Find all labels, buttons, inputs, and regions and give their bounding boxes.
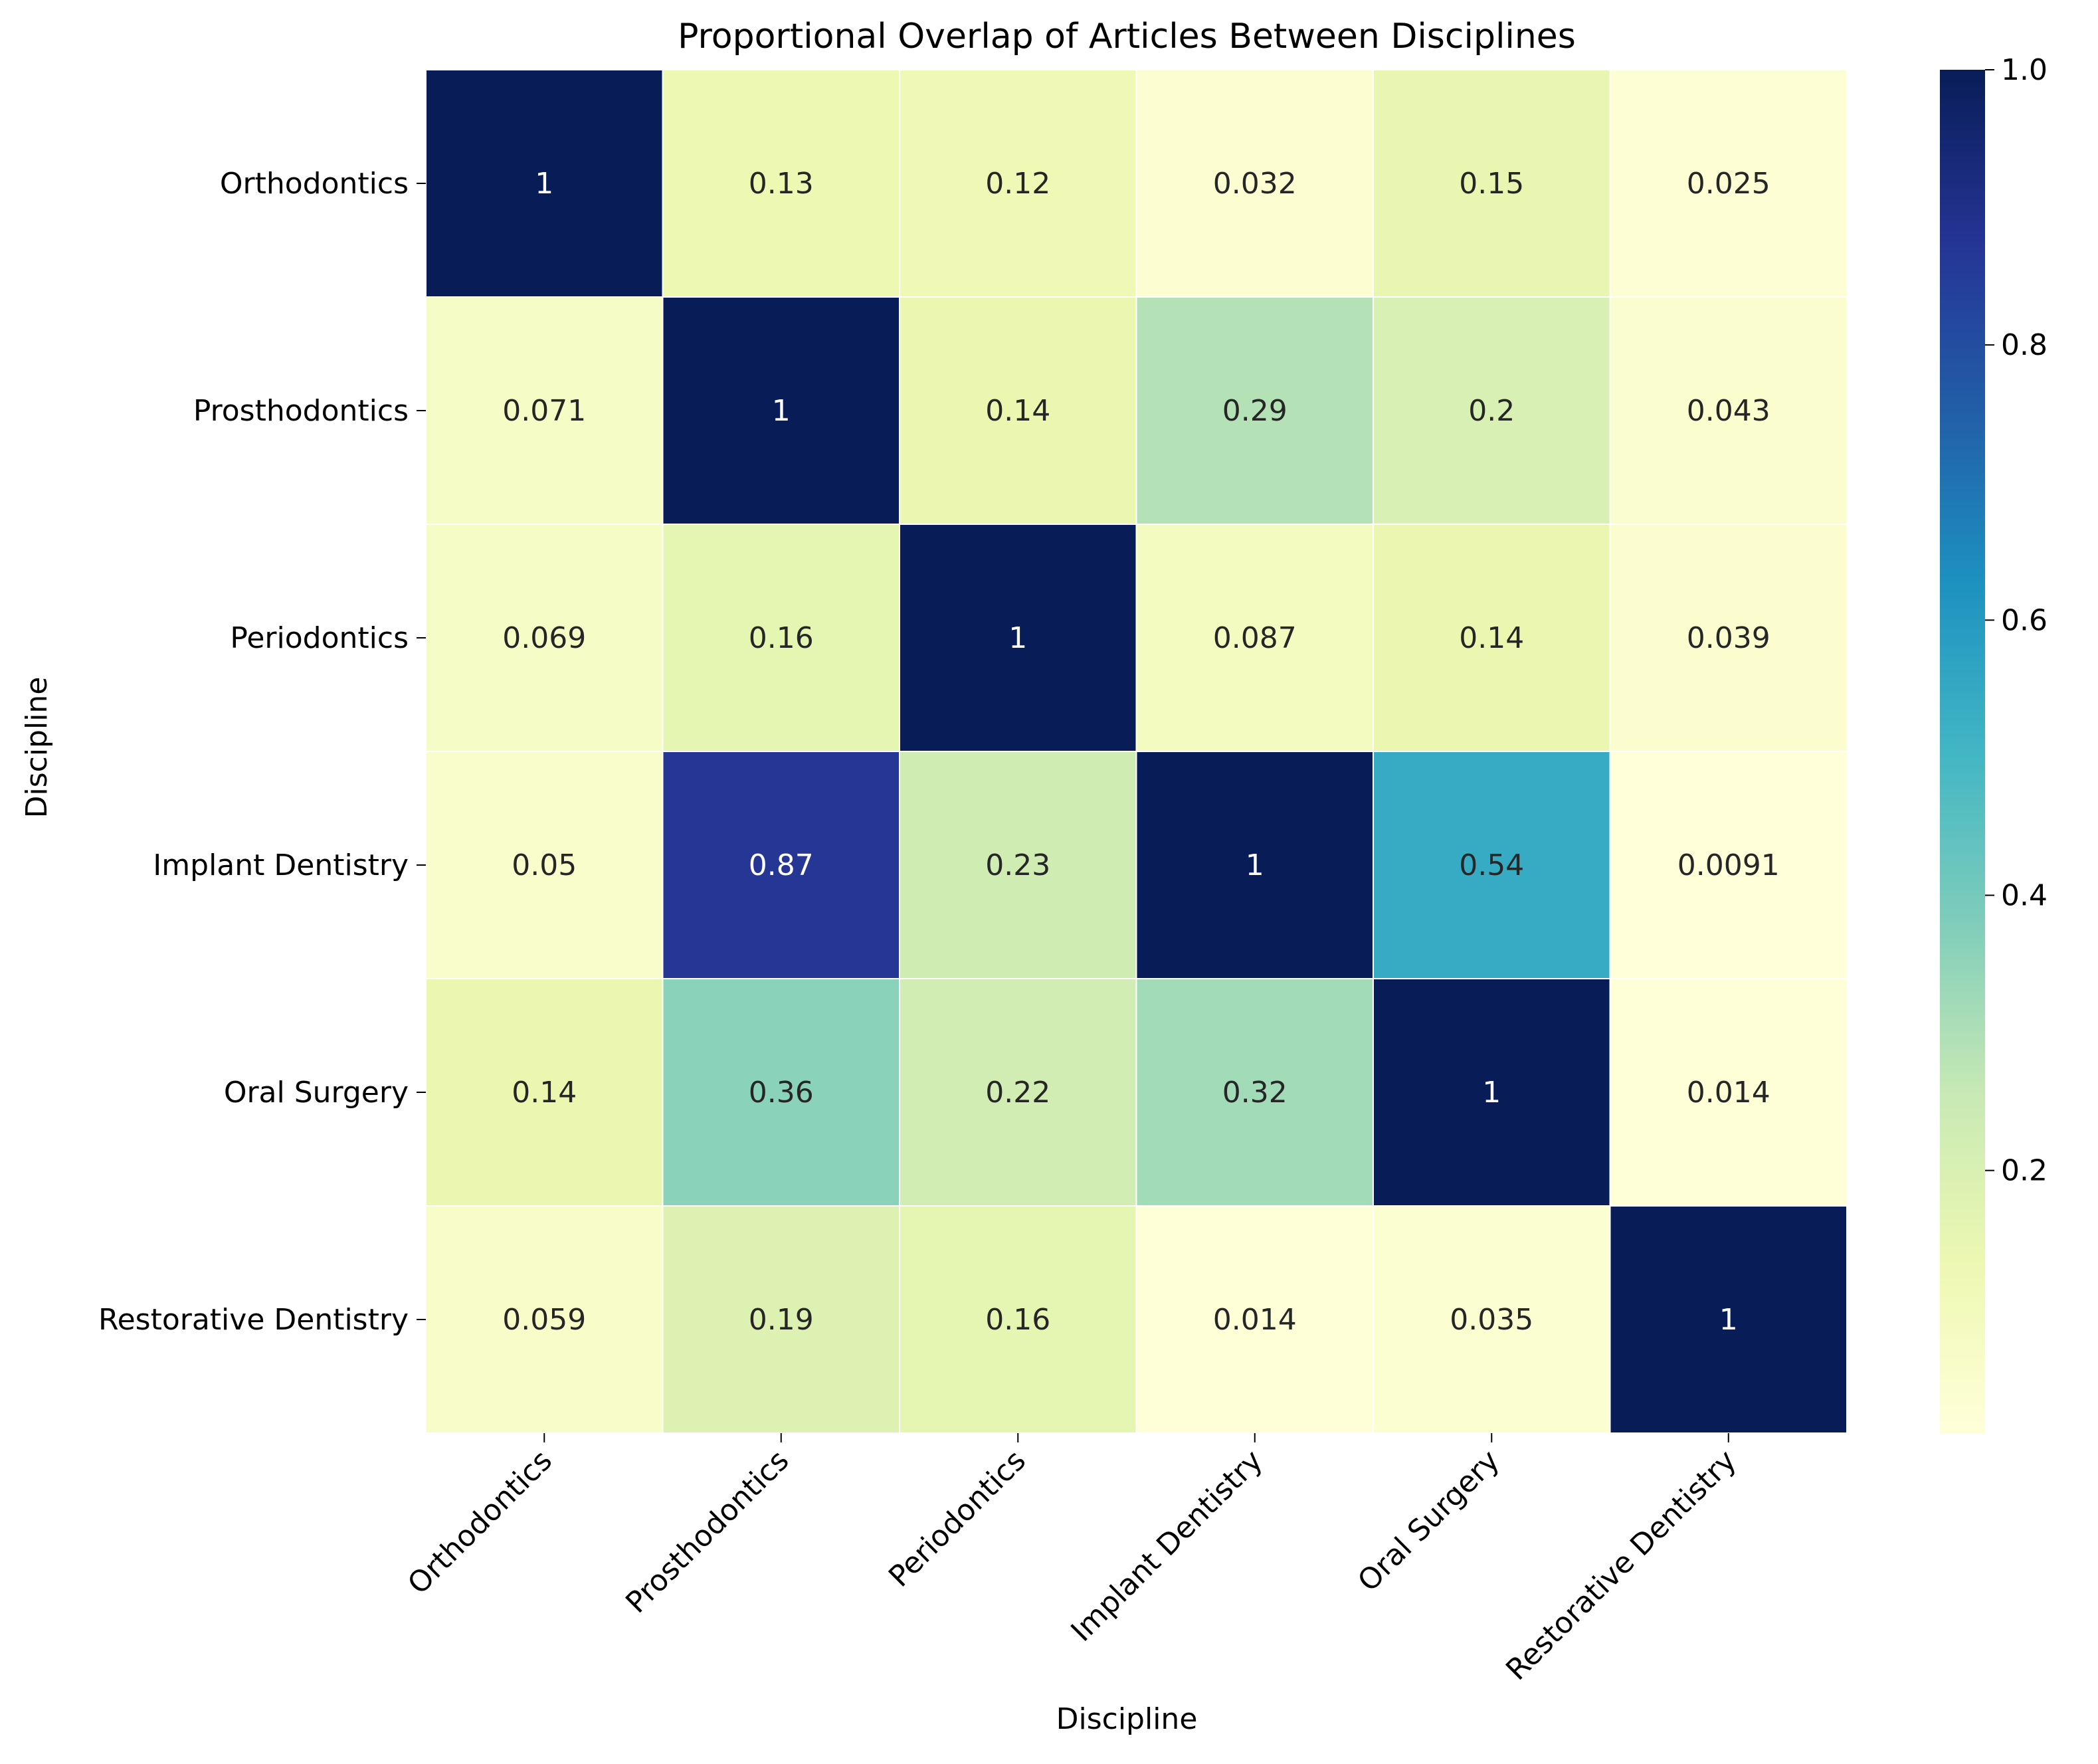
heatmap-cell: [899, 978, 1137, 1207]
cell-value-label: 0.16: [985, 1303, 1050, 1337]
cell-value-label: 1: [772, 394, 791, 428]
y-tick-label: Oral Surgery: [224, 1076, 409, 1110]
heatmap-cell: [1609, 296, 1848, 525]
heatmap-cell: [1135, 296, 1374, 525]
cell-value-label: 0.2: [1468, 394, 1515, 428]
cell-value-label: 0.039: [1687, 621, 1770, 655]
heatmap-cell: [662, 524, 900, 752]
heatmap-cell: [1609, 1205, 1848, 1434]
cell-value-label: 0.14: [985, 394, 1050, 428]
x-tick-label: Oral Surgery: [1351, 1444, 1506, 1599]
cell-value-label: 0.035: [1450, 1303, 1533, 1337]
cell-value-label: 0.12: [985, 167, 1050, 201]
heatmap-cell: [1609, 524, 1848, 752]
heatmap-cells: 1 0.13 0.12 0.032 0.15 0.025 0.071 1 0.14 0.29 0.2…: [425, 69, 1848, 1434]
heatmap-cell: [1135, 524, 1374, 752]
heatmap-cell: [899, 751, 1137, 979]
heatmap-cell: [1373, 1205, 1611, 1434]
x-tick-label: Periodontics: [882, 1444, 1032, 1594]
cell-value-label: 1: [1482, 1076, 1501, 1110]
x-axis: Orthodontics Prosthodontics Periodontics Im…: [401, 1433, 1743, 1687]
heatmap-cell: [1135, 751, 1374, 979]
heatmap-cell: [425, 751, 664, 979]
y-tick-label: Periodontics: [230, 621, 409, 655]
cell-value-label: 0.025: [1687, 167, 1770, 201]
colorbar-tick-label: 0.8: [2001, 328, 2048, 362]
cell-value-label: 0.15: [1459, 167, 1524, 201]
heatmap-cell: [1373, 524, 1611, 752]
x-tick-label: Prosthodontics: [619, 1444, 795, 1620]
cell-value-label: 0.23: [985, 848, 1050, 882]
heatmap-cell: [899, 69, 1137, 298]
heatmap-cell: [1135, 978, 1374, 1207]
heatmap-cell: [1609, 978, 1848, 1207]
cell-value-label: 0.14: [1459, 621, 1524, 655]
colorbar-tick-label: 1.0: [2001, 53, 2048, 87]
cell-value-label: 1: [1008, 621, 1027, 655]
colorbar-gradient: [1940, 70, 1985, 1433]
cell-value-label: 1: [535, 167, 553, 201]
cell-value-label: 0.14: [512, 1076, 577, 1110]
cell-value-label: 0.059: [502, 1303, 586, 1337]
cell-value-label: 0.54: [1459, 848, 1524, 882]
cell-value-label: 0.014: [1687, 1076, 1770, 1110]
y-axis-label: Discipline: [20, 677, 54, 819]
y-tick-label: Orthodontics: [220, 167, 409, 201]
heatmap-cell: [425, 296, 664, 525]
cell-value-label: 0.087: [1213, 621, 1297, 655]
cell-value-label: 0.87: [749, 848, 814, 882]
cell-value-label: 0.13: [749, 167, 814, 201]
cell-value-label: 0.014: [1213, 1303, 1297, 1337]
cell-value-label: 0.05: [512, 848, 577, 882]
colorbar-tick-label: 0.4: [2001, 879, 2048, 913]
heatmap-cell: [1609, 751, 1848, 979]
heatmap-cell: [425, 1205, 664, 1434]
y-tick-label: Prosthodontics: [193, 394, 409, 428]
x-axis-label: Discipline: [1056, 1702, 1198, 1736]
heatmap-cell: [662, 978, 900, 1207]
heatmap-cell: [425, 978, 664, 1207]
heatmap-cell: [899, 524, 1137, 752]
cell-value-label: 0.32: [1222, 1076, 1287, 1110]
heatmap-cell: [1373, 978, 1611, 1207]
cell-value-label: 0.043: [1687, 394, 1770, 428]
x-tick-label: Restorative Dentistry: [1499, 1444, 1743, 1687]
heatmap-cell: [662, 296, 900, 525]
cell-value-label: 0.032: [1213, 167, 1297, 201]
y-tick-label: Implant Dentistry: [153, 848, 409, 882]
colorbar: 0.2 0.4 0.6 0.8 1.0: [1940, 53, 2048, 1433]
cell-value-label: 0.071: [502, 394, 586, 428]
cell-value-label: 0.29: [1222, 394, 1287, 428]
cell-value-label: 0.36: [749, 1076, 814, 1110]
y-tick-label: Restorative Dentistry: [98, 1303, 409, 1337]
cell-value-label: 0.069: [502, 621, 586, 655]
cell-value-label: 0.19: [749, 1303, 814, 1337]
cell-value-label: 0.0091: [1677, 848, 1780, 882]
chart-title: Proportional Overlap of Articles Between…: [678, 17, 1576, 56]
heatmap-cell: [1373, 69, 1611, 298]
y-axis: Orthodontics Prosthodontics Periodontics Im…: [98, 167, 426, 1337]
cell-value-label: 1: [1719, 1303, 1738, 1337]
cell-value-label: 0.16: [749, 621, 814, 655]
cell-value-label: 0.22: [985, 1076, 1050, 1110]
heatmap-cell: [425, 69, 664, 298]
x-tick-label: Orthodontics: [401, 1444, 559, 1601]
heatmap-cell: [1373, 751, 1611, 979]
cell-value-label: 1: [1246, 848, 1264, 882]
heatmap-cell: [1135, 69, 1374, 298]
heatmap-cell: [1609, 69, 1848, 298]
heatmap-cell: [1135, 1205, 1374, 1434]
colorbar-tick-label: 0.2: [2001, 1154, 2048, 1188]
heatmap-cell: [662, 751, 900, 979]
heatmap-cell: [425, 524, 664, 752]
colorbar-tick-label: 0.6: [2001, 603, 2048, 637]
heatmap-cell: [662, 69, 900, 298]
x-tick-label: Implant Dentistry: [1064, 1444, 1269, 1648]
